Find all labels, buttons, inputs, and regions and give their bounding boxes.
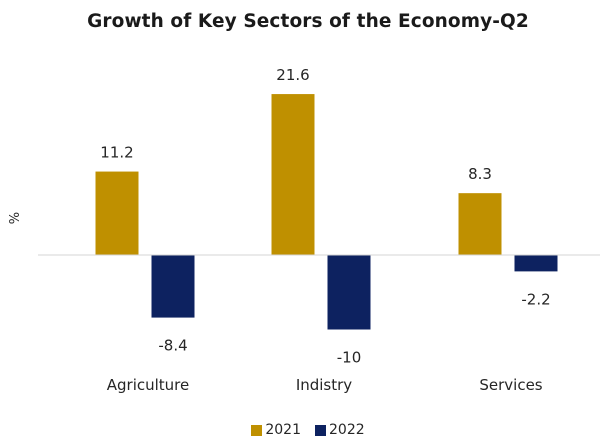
- data-label-2022-agriculture: -8.4: [158, 337, 187, 355]
- bar-2021-services: [458, 193, 502, 255]
- data-label-2021-indistry: 21.6: [276, 66, 309, 84]
- legend-label-2021: 2021: [265, 422, 301, 438]
- data-label-2021-services: 8.3: [468, 165, 492, 183]
- bar-2022-agriculture: [151, 255, 195, 318]
- value-labels-group: 11.2 -8.4 21.6 -10 8.3 -2.2: [100, 66, 550, 366]
- bar-2022-services: [514, 255, 558, 272]
- bar-2021-indistry: [271, 94, 315, 255]
- chart-title: Growth of Key Sectors of the Economy-Q2: [87, 11, 529, 32]
- bar-2022-indistry: [327, 255, 371, 330]
- legend-item-2022: 2022: [315, 422, 365, 438]
- category-label-agriculture: Agriculture: [107, 376, 190, 394]
- category-label-indistry: Indistry: [296, 376, 352, 394]
- legend-item-2021: 2021: [251, 422, 301, 438]
- legend-label-2022: 2022: [329, 422, 365, 438]
- y-axis-label: %: [8, 212, 23, 224]
- legend-swatch-2021: [251, 424, 263, 436]
- category-labels-group: Agriculture Indistry Services: [107, 376, 543, 394]
- bar-2021-agriculture: [95, 171, 139, 255]
- data-label-2022-indistry: -10: [337, 349, 362, 367]
- legend: 2021 2022: [0, 422, 616, 438]
- bars-group: [95, 94, 558, 330]
- data-label-2021-agriculture: 11.2: [100, 144, 133, 162]
- legend-swatch-2022: [315, 424, 326, 436]
- category-label-services: Services: [479, 376, 542, 394]
- data-label-2022-services: -2.2: [521, 290, 550, 308]
